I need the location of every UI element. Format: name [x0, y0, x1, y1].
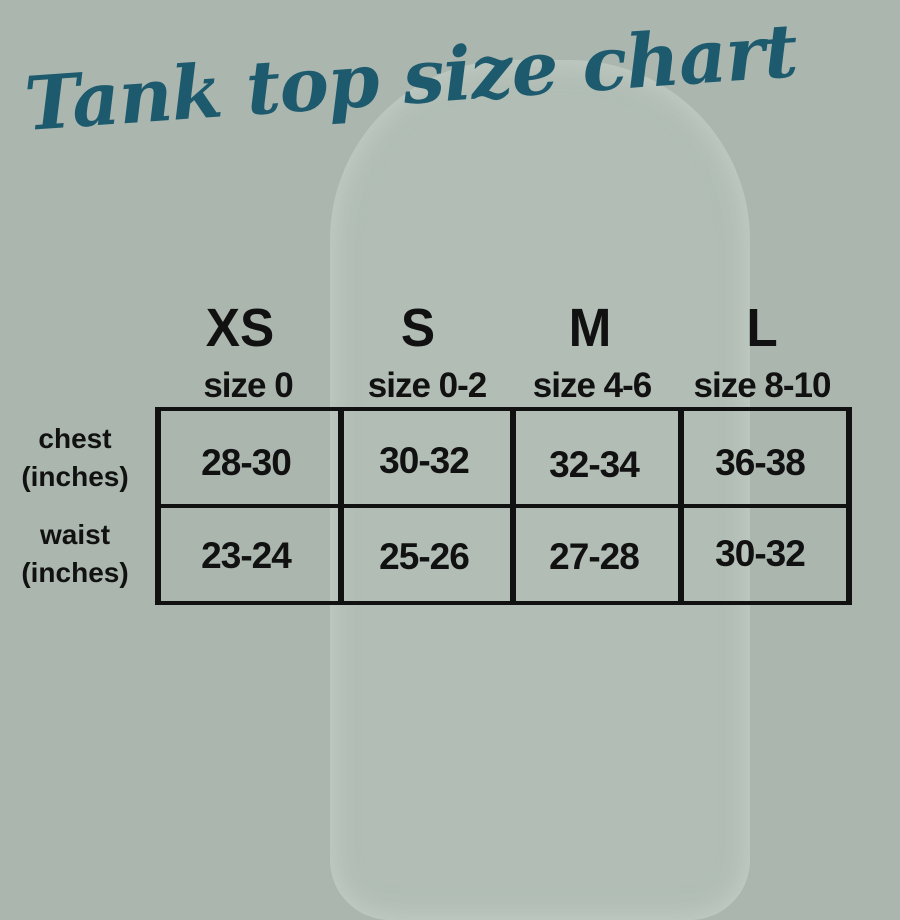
- row-label-text: chest: [38, 423, 112, 454]
- table-border: [155, 601, 852, 605]
- cell-chest-xs: 28-30: [201, 442, 292, 483]
- cell-chest-s: 30-32: [379, 440, 470, 481]
- table-border: [155, 407, 852, 411]
- size-m-label: M: [568, 298, 612, 358]
- cell-waist-xs: 23-24: [201, 535, 292, 576]
- row-unit-text: (inches): [21, 461, 129, 492]
- row-label-chest: chest (inches): [10, 420, 140, 496]
- row-unit-text: (inches): [21, 557, 129, 588]
- size-s-label: S: [400, 298, 436, 358]
- table-divider: [155, 504, 852, 508]
- cell-chest-m: 32-34: [549, 444, 640, 485]
- row-label-text: waist: [39, 519, 111, 550]
- row-label-waist: waist (inches): [10, 516, 140, 592]
- cell-chest-l: 36-38: [715, 442, 806, 483]
- size-l-sub: size 8-10: [693, 366, 832, 405]
- size-table: 28-30 30-32 32-34 36-38 23-24 25-26 27-2…: [155, 407, 852, 605]
- size-s-sub: size 0-2: [367, 366, 487, 405]
- size-xs-label: XS: [205, 298, 275, 358]
- size-l-label: L: [746, 298, 778, 358]
- size-xs-sub: size 0: [203, 366, 293, 405]
- cell-waist-m: 27-28: [549, 536, 640, 577]
- cell-waist-l: 30-32: [715, 533, 806, 574]
- cell-waist-s: 25-26: [379, 536, 470, 577]
- size-m-sub: size 4-6: [532, 366, 652, 405]
